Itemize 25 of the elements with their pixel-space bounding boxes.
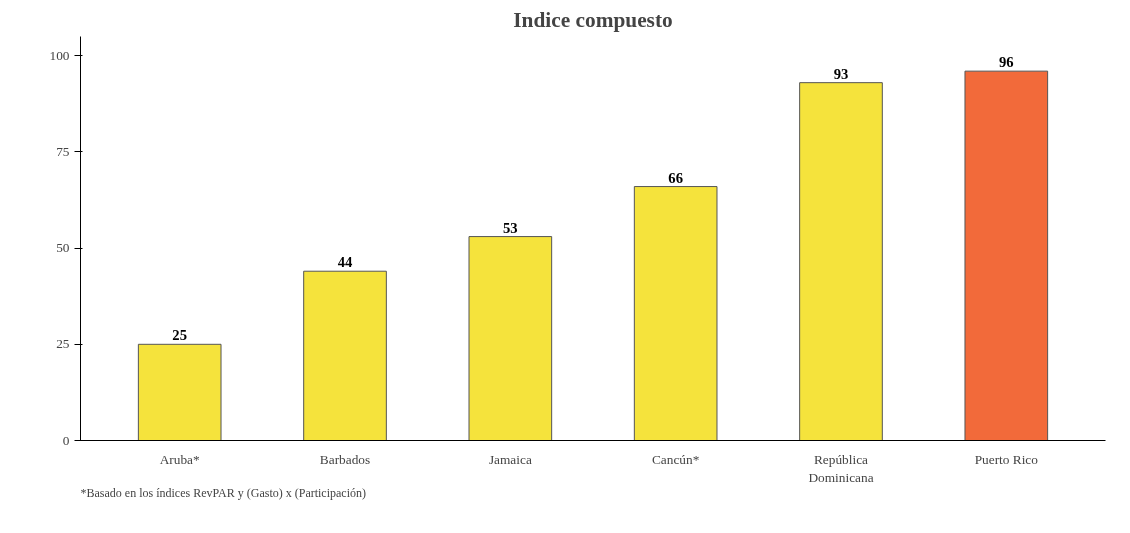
bar: [137, 343, 222, 441]
bar: [633, 186, 718, 441]
x-tick-label: Cancún*: [651, 451, 700, 467]
y-tick-label: 25: [56, 336, 70, 352]
text: *Basado en los índices RevPAR y (Gasto) x (Participación): [80, 485, 367, 500]
data-label: 44: [337, 254, 354, 271]
y-tick-label: 0: [62, 432, 70, 448]
bar: [799, 82, 883, 441]
x-tick-label: República Dominicana: [808, 451, 874, 485]
x-tick-label: Jamaica: [488, 451, 532, 467]
x-tick-label: Aruba*: [159, 451, 201, 467]
y-tick-label: 50: [56, 240, 70, 256]
data-label: 25: [172, 327, 188, 344]
data-label: 93: [833, 65, 849, 82]
x-tick-label: Barbados: [319, 451, 371, 467]
bar: [964, 70, 1049, 441]
data-label: 66: [668, 169, 683, 186]
bar: [468, 236, 553, 441]
x-tick-label: Puerto Rico: [974, 451, 1039, 467]
y-tick-label: 75: [56, 143, 70, 159]
chart-title: Indice compuesto: [513, 7, 673, 32]
bar: [303, 270, 387, 441]
y-tick-label: 100: [49, 47, 70, 63]
data-label: 53: [503, 219, 518, 236]
data-label: 96: [998, 54, 1014, 71]
